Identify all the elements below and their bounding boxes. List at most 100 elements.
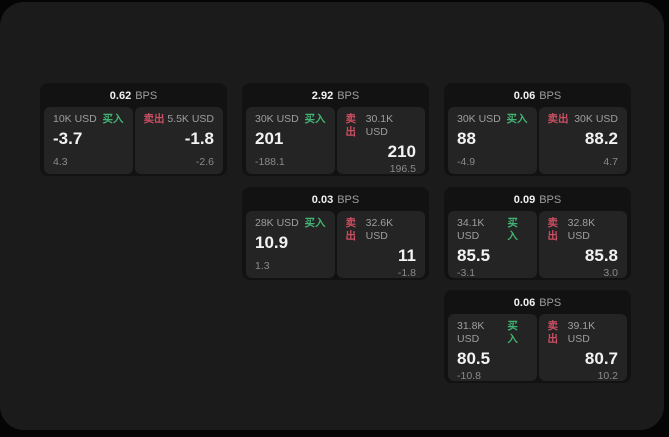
sell-delta: -1.8 [397, 267, 416, 279]
sell-size: 30K USD [574, 113, 618, 125]
app-window: 0.62 BPS 10K USD 买入 -3.7 4.3 卖出 5.5K USD… [0, 2, 664, 430]
buy-size: 30K USD [255, 113, 299, 125]
quote-panels: 30K USD 买入 88 -4.9 卖出 30K USD 88.2 4.7 [448, 107, 627, 174]
spread-header: 0.03 BPS [246, 191, 425, 209]
buy-panel[interactable]: 30K USD 买入 88 -4.9 [448, 107, 537, 174]
sell-delta: 4.7 [603, 156, 618, 168]
buy-side-label: 买入 [507, 320, 518, 345]
spread-bps-value: 0.62 [109, 90, 132, 102]
sell-panel[interactable]: 卖出 39.1K USD 80.7 10.2 [538, 314, 627, 382]
buy-side-label: 买入 [506, 113, 528, 125]
quote-panels: 31.8K USD 买入 80.5 -10.8 卖出 39.1K USD 80.… [448, 314, 627, 382]
spread-bps-value: 0.09 [513, 194, 536, 206]
sell-side-label: 卖出 [547, 217, 559, 242]
sell-panel[interactable]: 卖出 32.8K USD 85.8 3.0 [538, 211, 627, 279]
sell-price: 80.7 [584, 349, 618, 368]
sell-panel[interactable]: 卖出 32.6K USD 11 -1.8 [336, 211, 425, 279]
buy-side-label: 买入 [304, 217, 326, 229]
spread-bps-value: 0.06 [513, 90, 536, 102]
sell-panel-top: 卖出 30K USD [548, 113, 619, 126]
sell-panel-top: 卖出 30.1K USD [346, 113, 417, 139]
spread-header: 0.06 BPS [448, 294, 627, 312]
sell-panel-top: 卖出 5.5K USD [144, 113, 215, 126]
sell-panel-top: 卖出 39.1K USD [548, 320, 619, 346]
buy-panel[interactable]: 10K USD 买入 -3.7 4.3 [44, 107, 133, 174]
quote-card: 0.06 BPS 30K USD 买入 88 -4.9 卖出 30K USD 8… [444, 83, 631, 176]
buy-price: 80.5 [457, 349, 491, 368]
sell-size: 32.8K USD [567, 217, 596, 242]
sell-side-label: 卖出 [547, 320, 559, 345]
spread-header: 0.06 BPS [448, 87, 627, 105]
sell-panel-top: 卖出 32.6K USD [346, 217, 417, 243]
quote-panels: 34.1K USD 买入 85.5 -3.1 卖出 32.8K USD 85.8… [448, 211, 627, 279]
buy-panel[interactable]: 31.8K USD 买入 80.5 -10.8 [448, 314, 537, 382]
buy-delta: 1.3 [255, 260, 270, 272]
buy-size: 31.8K USD [457, 320, 485, 345]
buy-size: 34.1K USD [457, 217, 485, 242]
sell-panel-top: 卖出 32.8K USD [548, 217, 619, 243]
sell-delta: 10.2 [597, 370, 618, 382]
spread-bps-value: 2.92 [311, 90, 334, 102]
sell-size: 39.1K USD [567, 320, 596, 345]
bps-unit-label: BPS [539, 297, 562, 309]
buy-panel-top: 34.1K USD 买入 [457, 217, 528, 243]
buy-panel-top: 10K USD 买入 [53, 113, 124, 126]
sell-side-label: 卖出 [547, 113, 569, 125]
buy-size: 10K USD [53, 113, 97, 125]
buy-panel-top: 30K USD 买入 [255, 113, 326, 126]
quote-panels: 30K USD 买入 201 -188.1 卖出 30.1K USD 210 1… [246, 107, 425, 175]
sell-panel[interactable]: 卖出 30.1K USD 210 196.5 [336, 107, 425, 175]
sell-size: 32.6K USD [365, 217, 394, 242]
sell-size: 30.1K USD [365, 113, 394, 138]
sell-price: 85.8 [584, 246, 618, 265]
buy-side-label: 买入 [507, 217, 518, 242]
buy-delta: 4.3 [53, 156, 68, 168]
buy-delta: -4.9 [457, 156, 476, 168]
sell-price: 210 [387, 142, 416, 161]
quote-card: 2.92 BPS 30K USD 买入 201 -188.1 卖出 30.1K … [242, 83, 429, 176]
buy-delta: -3.1 [457, 267, 476, 279]
sell-side-label: 卖出 [345, 217, 357, 242]
quote-panels: 10K USD 买入 -3.7 4.3 卖出 5.5K USD -1.8 -2.… [44, 107, 223, 174]
sell-panel[interactable]: 卖出 5.5K USD -1.8 -2.6 [134, 107, 223, 174]
buy-panel-top: 31.8K USD 买入 [457, 320, 528, 346]
buy-price: 10.9 [255, 233, 289, 252]
spread-header: 0.09 BPS [448, 191, 627, 209]
sell-price: 11 [398, 246, 416, 265]
buy-delta: -10.8 [457, 370, 481, 382]
sell-delta: -2.6 [195, 156, 214, 168]
bps-unit-label: BPS [539, 194, 562, 206]
buy-price: 201 [255, 129, 284, 148]
sell-delta: 3.0 [603, 267, 618, 279]
buy-delta: -188.1 [255, 156, 285, 168]
buy-price: -3.7 [53, 129, 83, 148]
sell-side-label: 卖出 [143, 113, 165, 125]
buy-panel-top: 28K USD 买入 [255, 217, 326, 230]
bps-unit-label: BPS [135, 90, 158, 102]
sell-panel[interactable]: 卖出 30K USD 88.2 4.7 [538, 107, 627, 174]
buy-panel[interactable]: 28K USD 买入 10.9 1.3 [246, 211, 335, 278]
spread-bps-value: 0.03 [311, 194, 334, 206]
spread-header: 2.92 BPS [246, 87, 425, 105]
sell-price: -1.8 [184, 129, 214, 148]
buy-size: 30K USD [457, 113, 501, 125]
spread-header: 0.62 BPS [44, 87, 223, 105]
buy-panel[interactable]: 30K USD 买入 201 -188.1 [246, 107, 335, 174]
buy-size: 28K USD [255, 217, 299, 229]
sell-delta: 196.5 [389, 163, 416, 175]
buy-price: 85.5 [457, 246, 491, 265]
buy-side-label: 买入 [304, 113, 326, 125]
buy-panel[interactable]: 34.1K USD 买入 85.5 -3.1 [448, 211, 537, 279]
bps-unit-label: BPS [337, 90, 360, 102]
quote-card: 0.09 BPS 34.1K USD 买入 85.5 -3.1 卖出 32.8K… [444, 187, 631, 280]
quote-card: 0.06 BPS 31.8K USD 买入 80.5 -10.8 卖出 39.1… [444, 290, 631, 383]
quote-panels: 28K USD 买入 10.9 1.3 卖出 32.6K USD 11 -1.8 [246, 211, 425, 279]
bps-unit-label: BPS [337, 194, 360, 206]
spread-bps-value: 0.06 [513, 297, 536, 309]
quote-card: 0.62 BPS 10K USD 买入 -3.7 4.3 卖出 5.5K USD… [40, 83, 227, 176]
sell-size: 5.5K USD [167, 113, 214, 125]
quote-card: 0.03 BPS 28K USD 买入 10.9 1.3 卖出 32.6K US… [242, 187, 429, 280]
bps-unit-label: BPS [539, 90, 562, 102]
sell-side-label: 卖出 [345, 113, 357, 138]
buy-price: 88 [457, 129, 476, 148]
